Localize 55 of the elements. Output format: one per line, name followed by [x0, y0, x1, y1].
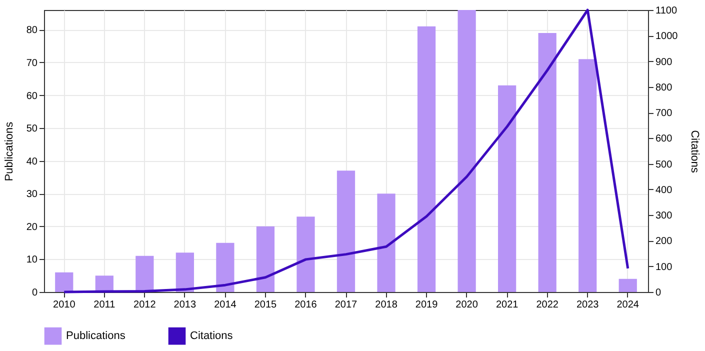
y2-tick-label: 900 — [656, 56, 673, 68]
y-tick-label: 0 — [32, 288, 38, 298]
x-tick-label: 2012 — [134, 300, 156, 310]
y2-tick-label: 0 — [656, 288, 662, 298]
y2-tick-label: 200 — [656, 236, 673, 248]
bar — [55, 272, 74, 292]
y2-tick-label: 500 — [656, 159, 673, 170]
x-tick-label: 2016 — [294, 300, 318, 310]
bar — [578, 59, 597, 292]
x-tick-label: 2021 — [496, 300, 519, 310]
y2-tick-label: 400 — [656, 184, 673, 196]
y-tick-label: 80 — [26, 25, 38, 36]
legend-label: Publications — [66, 330, 126, 342]
y-tick-label: 60 — [26, 90, 38, 102]
bar — [256, 226, 275, 292]
bar — [176, 252, 194, 292]
y2-tick-label: 700 — [656, 108, 673, 120]
y-tick-label: 20 — [26, 222, 38, 233]
x-tick-label: 2018 — [375, 300, 398, 310]
x-tick-label: 2010 — [53, 300, 76, 310]
x-tick-label: 2011 — [94, 300, 116, 310]
y2-tick-label: 800 — [656, 82, 673, 94]
bar — [216, 242, 234, 292]
y2-tick-label: 100 — [656, 262, 673, 273]
bar — [136, 256, 154, 292]
bar — [336, 170, 356, 292]
y-tick-label: 40 — [26, 156, 38, 168]
y-tick-label: 70 — [26, 58, 38, 69]
y-tick-label: 30 — [26, 189, 38, 200]
y-tick-label: 50 — [26, 124, 38, 135]
x-tick-label: 2023 — [576, 300, 600, 310]
bar — [618, 278, 637, 292]
x-tick-label: 2013 — [174, 300, 196, 310]
y2-tick-label: 600 — [656, 134, 673, 145]
y2-axis-title: Citations — [688, 130, 701, 174]
y2-tick-label: 300 — [656, 210, 673, 222]
y-axis-title: Publications — [3, 121, 16, 182]
bar — [458, 10, 476, 292]
line-series — [62, 8, 630, 294]
bar — [377, 194, 396, 292]
x-tick-label: 2017 — [334, 300, 358, 310]
y-tick-label: 10 — [26, 254, 38, 266]
y2-tick-label: 1100 — [656, 6, 678, 16]
bar — [296, 216, 315, 292]
legend-label: Citations — [190, 330, 234, 342]
x-tick-label: 2024 — [616, 300, 640, 310]
y2-tick-label: 1000 — [656, 31, 678, 42]
x-tick-label: 2014 — [214, 300, 237, 310]
x-tick-label: 2015 — [254, 300, 278, 310]
x-tick-label: 2019 — [415, 300, 438, 310]
x-tick-label: 2020 — [456, 300, 478, 310]
bar — [538, 32, 556, 292]
bar — [417, 26, 436, 292]
x-tick-label: 2022 — [536, 300, 559, 310]
bar — [498, 85, 516, 292]
